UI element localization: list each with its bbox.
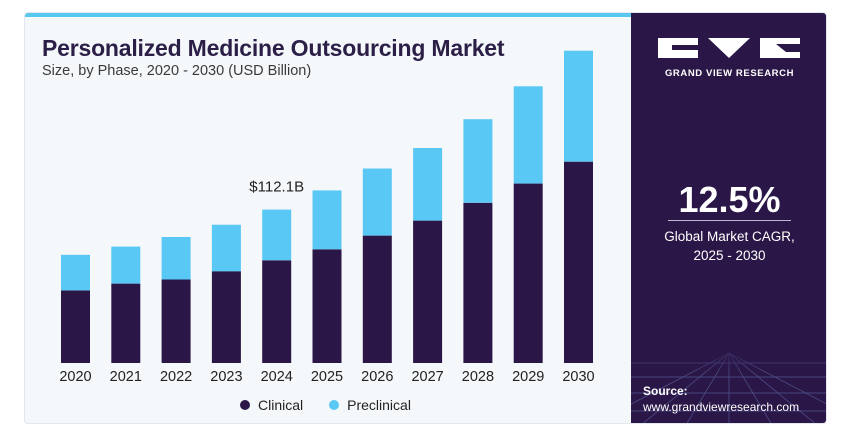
accent-bar bbox=[25, 13, 631, 17]
cagr-label: Global Market CAGR, 2025 - 2030 bbox=[631, 227, 826, 265]
bar-preclinical-2029 bbox=[513, 86, 543, 184]
data-labels: $112.1B bbox=[249, 179, 304, 196]
bar-preclinical-2025 bbox=[312, 190, 342, 250]
legend-swatch-clinical bbox=[240, 400, 250, 410]
x-tick-label: 2026 bbox=[361, 369, 393, 385]
bar-clinical-2030 bbox=[564, 161, 593, 363]
bar-preclinical-2028 bbox=[463, 119, 493, 203]
x-tick-label: 2028 bbox=[462, 369, 494, 385]
bar-clinical-2024 bbox=[262, 260, 292, 363]
brand-name: GRAND VIEW RESEARCH bbox=[664, 68, 795, 79]
bar-clinical-2027 bbox=[413, 220, 443, 363]
legend-label-clinical: Clinical bbox=[258, 397, 304, 413]
x-tick-label: 2020 bbox=[59, 369, 91, 385]
bar-preclinical-2027 bbox=[413, 148, 443, 221]
x-axis-ticks: 2020 2021 2022 2023 2024 2025 2026 2027 2028 2029… bbox=[59, 369, 594, 385]
x-tick-label: 2021 bbox=[110, 369, 142, 385]
source-label: Source: bbox=[643, 384, 688, 398]
bar-preclinical-2021 bbox=[111, 246, 141, 284]
decorative-grid bbox=[631, 343, 826, 423]
legend-label-preclinical: Preclinical bbox=[347, 397, 411, 413]
cagr-label-line-1: Global Market CAGR, bbox=[664, 229, 795, 244]
legend-item-clinical: Clinical bbox=[240, 397, 303, 413]
bar-chart: 2020 2021 2022 2023 2024 2025 2026 2027 2028 2029… bbox=[59, 50, 595, 385]
source-url[interactable]: www.grandviewresearch.com bbox=[643, 400, 800, 414]
bar-clinical-2028 bbox=[463, 202, 493, 363]
bar-group bbox=[61, 50, 593, 363]
bar-preclinical-2022 bbox=[161, 237, 191, 280]
x-tick-label: 2023 bbox=[210, 369, 242, 385]
x-tick-label: 2029 bbox=[512, 369, 544, 385]
chart-title: Personalized Medicine Outsourcing Market bbox=[42, 35, 505, 61]
cagr-label-line-2: 2025 - 2030 bbox=[693, 248, 766, 263]
grand-view-research-logo bbox=[658, 38, 800, 58]
divider bbox=[668, 220, 791, 221]
x-tick-label: 2025 bbox=[311, 369, 343, 385]
info-panel: GRAND VIEW RESEARCH 12.5% Global Market … bbox=[631, 13, 826, 423]
legend-item-preclinical: Preclinical bbox=[329, 397, 411, 413]
x-tick-label: 2030 bbox=[562, 369, 594, 385]
chart-subtitle: Size, by Phase, 2020 - 2030 (USD Billion… bbox=[42, 63, 312, 79]
cagr-value: 12.5% bbox=[678, 179, 781, 220]
x-tick-label: 2022 bbox=[160, 369, 192, 385]
bar-preclinical-2023 bbox=[211, 224, 241, 272]
data-label: $112.1B bbox=[249, 179, 304, 196]
x-tick-label: 2024 bbox=[261, 369, 293, 385]
bar-clinical-2029 bbox=[513, 183, 543, 363]
x-tick-label: 2027 bbox=[411, 369, 443, 385]
bar-preclinical-2030 bbox=[564, 50, 593, 162]
bar-preclinical-2020 bbox=[61, 254, 90, 291]
bar-clinical-2023 bbox=[211, 271, 241, 363]
bar-clinical-2025 bbox=[312, 249, 342, 363]
bar-preclinical-2024 bbox=[262, 209, 292, 261]
bar-clinical-2022 bbox=[161, 279, 191, 363]
bar-clinical-2026 bbox=[362, 235, 392, 363]
bar-preclinical-2026 bbox=[362, 168, 392, 236]
bar-clinical-2020 bbox=[61, 290, 90, 363]
chart-card: Personalized Medicine Outsourcing Market… bbox=[24, 12, 827, 424]
legend-swatch-preclinical bbox=[329, 400, 340, 410]
bar-clinical-2021 bbox=[111, 283, 141, 363]
legend: Clinical Preclinical bbox=[240, 397, 437, 413]
